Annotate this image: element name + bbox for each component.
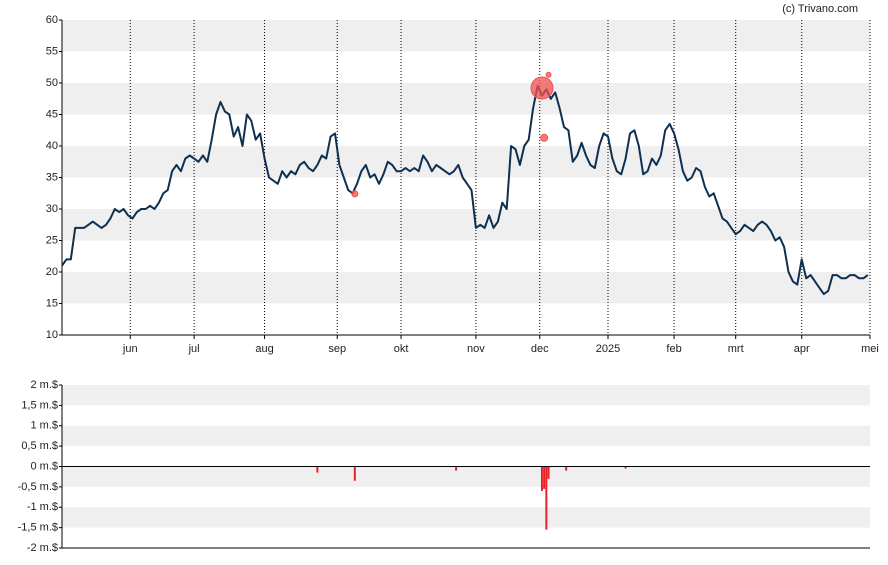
x-tick-label: dec [531,343,549,355]
y-tick-label: 1,5 m.$ [21,399,58,411]
y-tick-label: 2 m.$ [30,379,58,391]
y-tick-label: 0,5 m.$ [21,440,58,452]
x-tick-label: aug [255,343,273,355]
y-tick-label: 15 [46,297,58,309]
y-tick-label: 50 [46,77,58,89]
y-tick-label: 0 m.$ [30,460,58,472]
x-tick-label: okt [394,343,409,355]
bar [547,466,550,479]
y-tick-label: 40 [46,140,58,152]
y-tick-label: 60 [46,14,58,26]
credit: (c) Trivano.com [782,3,858,15]
y-tick-label: 1 m.$ [30,420,58,432]
x-tick-label: mei [861,343,879,355]
grid-band [62,209,870,241]
y-tick-label: -2 m.$ [27,542,58,554]
grid-band [62,83,870,115]
y-tick-label: 10 [46,329,58,341]
y-tick-label: 30 [46,203,58,215]
event-marker [540,133,549,142]
grid-band [62,507,870,528]
y-tick-label: 55 [46,45,58,57]
bar [624,466,627,469]
x-tick-label: mrt [728,343,744,355]
x-tick-label: jul [188,343,200,355]
grid-band [62,20,870,52]
x-tick-label: sep [328,343,346,355]
y-tick-label: -1 m.$ [27,501,58,513]
x-tick-label: nov [467,343,485,355]
grid-band [62,385,870,406]
bar [565,466,568,471]
y-tick-label: 20 [46,266,58,278]
bar [455,466,458,471]
x-tick-label: jun [122,343,138,355]
grid-band [62,466,870,487]
y-tick-label: 25 [46,234,58,246]
y-tick-label: 45 [46,108,58,120]
bar [353,466,356,481]
grid-band [62,272,870,304]
y-tick-label: 35 [46,171,58,183]
event-marker [545,71,552,78]
bar [316,466,319,473]
price-line [61,85,869,296]
bar [540,466,543,491]
x-tick-label: 2025 [596,343,620,355]
grid-band [62,425,870,447]
x-tick-label: apr [794,343,810,355]
x-tick-label: feb [666,343,681,355]
event-marker [351,190,359,198]
bar [545,466,548,530]
event-marker [530,76,554,100]
bar [543,466,546,489]
y-tick-label: -1,5 m.$ [18,522,58,534]
y-tick-label: -0,5 m.$ [18,481,58,493]
